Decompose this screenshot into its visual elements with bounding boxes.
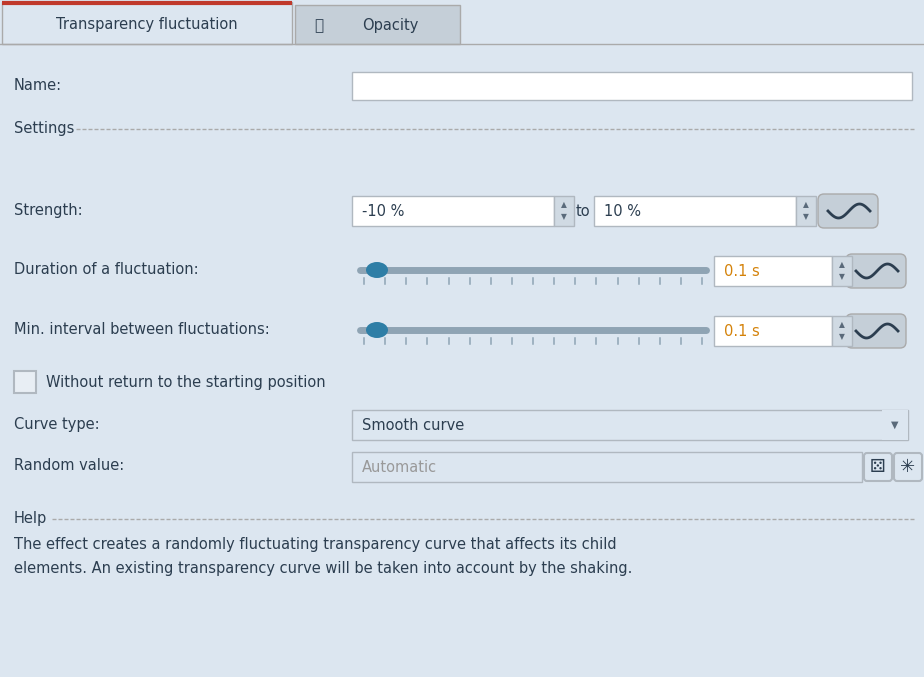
- Bar: [714, 256, 832, 286]
- Text: Without return to the starting position: Without return to the starting position: [46, 374, 325, 389]
- Text: to: to: [576, 204, 590, 219]
- Ellipse shape: [366, 262, 388, 278]
- Text: ▼: ▼: [892, 420, 899, 430]
- Bar: [14, 371, 36, 393]
- Bar: [594, 196, 796, 226]
- Bar: [352, 72, 912, 100]
- Text: ▼: ▼: [839, 273, 845, 282]
- Ellipse shape: [366, 322, 388, 338]
- Text: Curve type:: Curve type:: [14, 416, 100, 431]
- Bar: [832, 316, 852, 346]
- Text: elements. An existing transparency curve will be taken into account by the shaki: elements. An existing transparency curve…: [14, 561, 632, 575]
- FancyBboxPatch shape: [818, 194, 878, 228]
- Text: Opacity: Opacity: [362, 18, 419, 33]
- Text: ▲: ▲: [561, 200, 567, 209]
- Text: Name:: Name:: [14, 79, 62, 93]
- Bar: [882, 410, 908, 440]
- Text: Help: Help: [14, 512, 47, 527]
- Bar: [352, 196, 554, 226]
- Text: ▲: ▲: [839, 261, 845, 269]
- Text: Automatic: Automatic: [362, 460, 437, 475]
- FancyBboxPatch shape: [864, 453, 892, 481]
- Bar: [352, 410, 908, 440]
- Text: Random value:: Random value:: [14, 458, 124, 473]
- Text: ✳: ✳: [900, 458, 916, 476]
- Text: Transparency fluctuation: Transparency fluctuation: [56, 17, 237, 32]
- Bar: [714, 316, 832, 346]
- Text: ▲: ▲: [839, 320, 845, 330]
- Text: Duration of a fluctuation:: Duration of a fluctuation:: [14, 263, 199, 278]
- FancyBboxPatch shape: [894, 453, 922, 481]
- Bar: [796, 196, 816, 226]
- Text: The effect creates a randomly fluctuating transparency curve that affects its ch: The effect creates a randomly fluctuatin…: [14, 538, 616, 552]
- Text: ⚄: ⚄: [870, 458, 886, 476]
- Bar: [352, 452, 862, 482]
- FancyBboxPatch shape: [846, 254, 906, 288]
- Text: ▼: ▼: [561, 213, 567, 221]
- Text: Strength:: Strength:: [14, 202, 82, 217]
- Text: -10 %: -10 %: [362, 204, 405, 219]
- Text: ▼: ▼: [803, 213, 808, 221]
- FancyBboxPatch shape: [846, 314, 906, 348]
- Text: 0.1 s: 0.1 s: [724, 263, 760, 278]
- Text: 0.1 s: 0.1 s: [724, 324, 760, 338]
- Bar: [2, 2, 292, 44]
- Bar: [832, 256, 852, 286]
- Bar: [554, 196, 574, 226]
- Text: Settings: Settings: [14, 121, 74, 137]
- Text: Min. interval between fluctuations:: Min. interval between fluctuations:: [14, 322, 270, 338]
- Text: ⚿: ⚿: [314, 18, 323, 33]
- Text: 10 %: 10 %: [604, 204, 641, 219]
- Text: ▼: ▼: [839, 332, 845, 341]
- Text: ▲: ▲: [803, 200, 808, 209]
- Text: Smooth curve: Smooth curve: [362, 418, 464, 433]
- Bar: [295, 5, 460, 44]
